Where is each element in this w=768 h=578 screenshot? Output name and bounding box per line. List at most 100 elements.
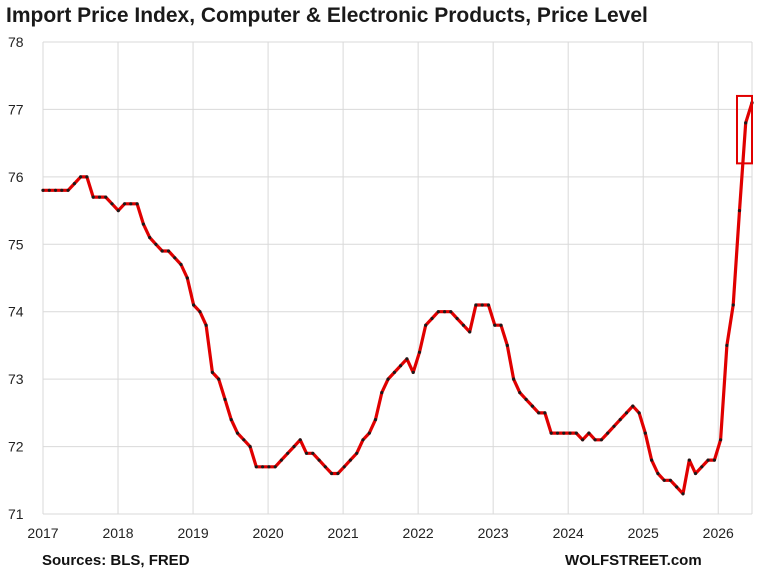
data-point	[210, 370, 214, 374]
data-point	[286, 451, 290, 455]
data-point	[342, 465, 346, 469]
data-point	[85, 175, 89, 179]
y-tick-label: 71	[8, 506, 24, 522]
data-point	[185, 276, 189, 280]
data-point	[424, 323, 428, 327]
data-point	[587, 431, 591, 435]
data-point	[97, 195, 102, 199]
data-point	[311, 451, 315, 455]
data-point	[480, 303, 484, 307]
data-point	[79, 175, 83, 179]
data-point	[223, 397, 227, 401]
data-point	[656, 471, 660, 476]
data-point	[486, 303, 491, 307]
axes: 71 72 73 74 75 76 77 78 2017 2018 2019 2020 2021 2022…	[8, 34, 734, 541]
data-point	[461, 323, 465, 327]
data-point	[518, 391, 522, 395]
data-point	[650, 458, 654, 462]
data-point	[361, 438, 365, 442]
data-point	[330, 471, 334, 476]
data-point	[543, 411, 547, 415]
data-point	[499, 323, 503, 327]
data-point	[468, 330, 472, 334]
data-point	[731, 303, 735, 307]
data-point	[430, 316, 434, 321]
data-point	[72, 182, 76, 186]
y-tick-label: 77	[8, 101, 24, 117]
data-point	[116, 209, 120, 213]
data-point	[675, 485, 679, 489]
data-point	[693, 471, 698, 476]
data-point	[505, 343, 509, 347]
data-point	[725, 343, 729, 347]
chart-title: Import Price Index, Computer & Electroni…	[6, 4, 648, 27]
data-point	[574, 431, 578, 435]
data-point	[643, 431, 647, 435]
data-point	[668, 478, 673, 482]
data-point	[511, 377, 516, 381]
data-point	[66, 188, 70, 192]
data-point	[254, 465, 258, 469]
x-tick-label: 2025	[628, 525, 659, 541]
data-point	[581, 438, 585, 442]
data-point	[392, 370, 396, 374]
data-point	[53, 188, 58, 192]
data-point	[47, 188, 51, 192]
data-point	[292, 445, 296, 449]
data-point	[474, 303, 478, 307]
y-tick-label: 75	[8, 236, 24, 252]
data-point	[443, 310, 447, 314]
data-point	[606, 431, 610, 435]
data-point	[706, 458, 710, 462]
data-point	[279, 458, 283, 462]
highlight	[735, 94, 753, 165]
data-point	[436, 310, 440, 314]
data-point	[154, 242, 158, 246]
data-point	[455, 316, 459, 321]
data-point	[367, 431, 371, 435]
x-tick-label: 2021	[328, 525, 359, 541]
data-point	[681, 492, 685, 496]
data-point	[204, 323, 208, 327]
data-point	[192, 303, 196, 307]
data-point	[744, 121, 748, 125]
data-point	[261, 465, 265, 469]
data-point	[712, 458, 717, 462]
data-point	[179, 262, 183, 267]
data-point	[568, 431, 572, 435]
data-point	[41, 188, 45, 192]
brand-label: WOLFSTREET.com	[565, 552, 702, 569]
data-point	[599, 438, 604, 442]
data-point	[217, 377, 221, 381]
data-point	[386, 377, 390, 381]
series-markers	[41, 101, 754, 496]
data-point	[110, 202, 114, 206]
data-point	[493, 323, 497, 327]
x-tick-label: 2019	[177, 525, 208, 541]
data-point	[687, 458, 691, 462]
data-point	[612, 424, 616, 428]
data-point	[624, 411, 629, 415]
data-point	[373, 418, 378, 422]
data-point	[417, 350, 422, 354]
data-point	[129, 202, 133, 206]
data-point	[336, 471, 340, 476]
data-point	[449, 310, 453, 314]
data-point	[304, 451, 309, 455]
data-point	[135, 202, 139, 206]
data-point	[60, 188, 64, 192]
data-point	[273, 465, 277, 469]
data-point	[524, 397, 528, 401]
x-tick-label: 2020	[253, 525, 284, 541]
y-tick-label: 76	[8, 169, 24, 185]
data-point	[317, 458, 321, 462]
series-line	[41, 101, 754, 496]
grid	[42, 41, 753, 515]
data-point	[631, 404, 635, 408]
data-point	[348, 458, 352, 462]
data-point	[248, 445, 252, 449]
data-point	[399, 364, 403, 368]
x-tick-label: 2017	[27, 525, 58, 541]
data-point	[235, 431, 240, 435]
x-tick-label: 2023	[478, 525, 509, 541]
